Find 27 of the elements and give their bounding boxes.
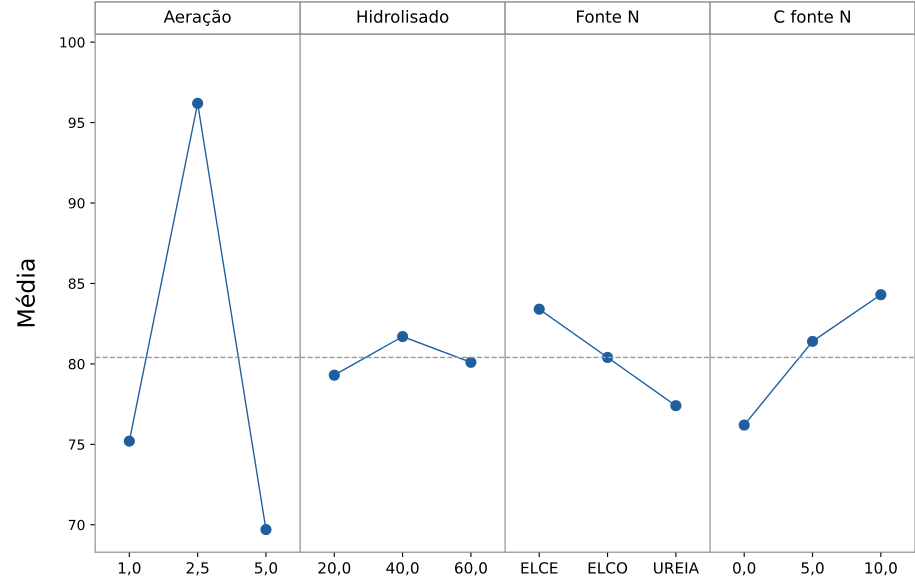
x-tick-label: 1,0 xyxy=(118,562,140,576)
y-tick-label: 80 xyxy=(68,358,85,370)
y-tick-label: 85 xyxy=(68,278,84,289)
chart-title: C fonte N xyxy=(774,10,850,23)
point xyxy=(192,98,204,109)
x-tick-label: 20,0 xyxy=(318,562,350,576)
y-tick-label: 95 xyxy=(68,118,84,128)
x-tick-label: 60,0 xyxy=(454,562,487,576)
x-tick-label: 10,0 xyxy=(866,562,897,576)
y-tick-label: 75 xyxy=(68,439,84,450)
y-tick-label: 100 xyxy=(60,37,85,48)
y-tick-label: 70 xyxy=(68,520,85,530)
x-tick-label: 5,0 xyxy=(802,562,824,576)
y-tick-label: 90 xyxy=(68,198,85,208)
x-tick-label: UREIA xyxy=(654,562,699,574)
chart-title: Hidrolisado xyxy=(358,10,448,23)
chart-title: Fonte N xyxy=(577,10,638,23)
y-axis-title: Média xyxy=(16,260,35,326)
point xyxy=(124,436,135,447)
x-tick-label: 5,0 xyxy=(254,562,278,576)
point xyxy=(260,524,272,536)
x-tick-label: 0,0 xyxy=(733,562,756,576)
x-tick-label: ELCE xyxy=(521,562,558,574)
chart-title: Aeração xyxy=(164,10,231,26)
x-tick-label: 40,0 xyxy=(386,562,419,576)
x-tick-label: 2,5 xyxy=(186,562,208,576)
x-tick-label: ELCO xyxy=(588,562,628,574)
